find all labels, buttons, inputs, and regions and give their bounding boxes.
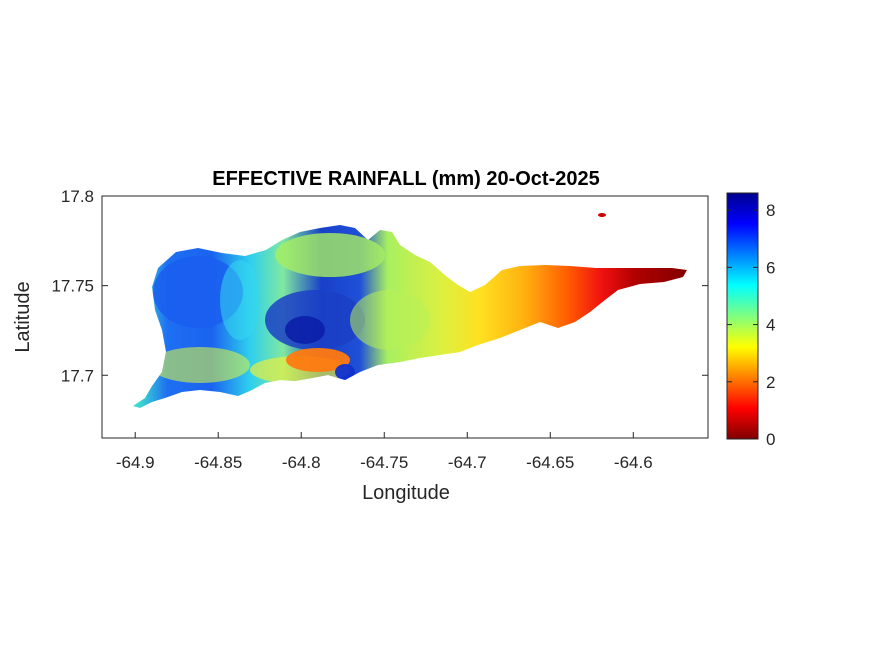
- y-axis-label: Latitude: [12, 281, 34, 352]
- y-tick-label: 17.8: [61, 187, 94, 206]
- hotspot-darkblue: [285, 316, 325, 344]
- hotspot-cyan-band: [220, 260, 260, 340]
- x-axis-label: Longitude: [362, 482, 450, 504]
- chart-title: EFFECTIVE RAINFALL (mm) 20-Oct-2025: [212, 168, 599, 190]
- x-tick-label: -64.85: [194, 453, 242, 472]
- y-tick-label: 17.75: [51, 277, 94, 296]
- x-axis-ticks: -64.9 -64.85 -64.8 -64.75 -64.7 -64.65 -64.6: [116, 432, 653, 472]
- colorbar-tick-label: 0: [766, 430, 775, 449]
- rainfall-heatmap: [133, 213, 687, 408]
- hotspot-green-north: [275, 233, 385, 277]
- colorbar-gradient: [726, 192, 759, 440]
- x-tick-label: -64.75: [360, 453, 408, 472]
- hotspot-yellow-south-west: [150, 347, 250, 383]
- x-tick-label: -64.7: [448, 453, 487, 472]
- y-tick-label: 17.7: [61, 366, 94, 385]
- cay-islet: [598, 213, 606, 217]
- hotspot-green-mid: [350, 290, 430, 350]
- colorbar-tick-label: 4: [766, 316, 775, 335]
- x-tick-label: -64.9: [116, 453, 155, 472]
- colorbar-tick-label: 6: [766, 258, 775, 277]
- hotspot-blue-south: [335, 364, 355, 380]
- hotspot-orange: [286, 348, 350, 372]
- colorbar-tick-label: 8: [766, 201, 775, 220]
- x-tick-label: -64.6: [614, 453, 653, 472]
- plot-area: [101, 195, 709, 439]
- colorbar-ticks: 0 2 4 6 8: [727, 201, 775, 449]
- colorbar-tick-label: 2: [766, 373, 775, 392]
- x-tick-label: -64.65: [526, 453, 574, 472]
- x-tick-label: -64.8: [282, 453, 321, 472]
- colorbar: 0 2 4 6 8: [726, 192, 775, 449]
- y-axis-ticks: 17.7 17.75 17.8: [51, 187, 708, 385]
- hotspot-blue-west: [153, 256, 243, 328]
